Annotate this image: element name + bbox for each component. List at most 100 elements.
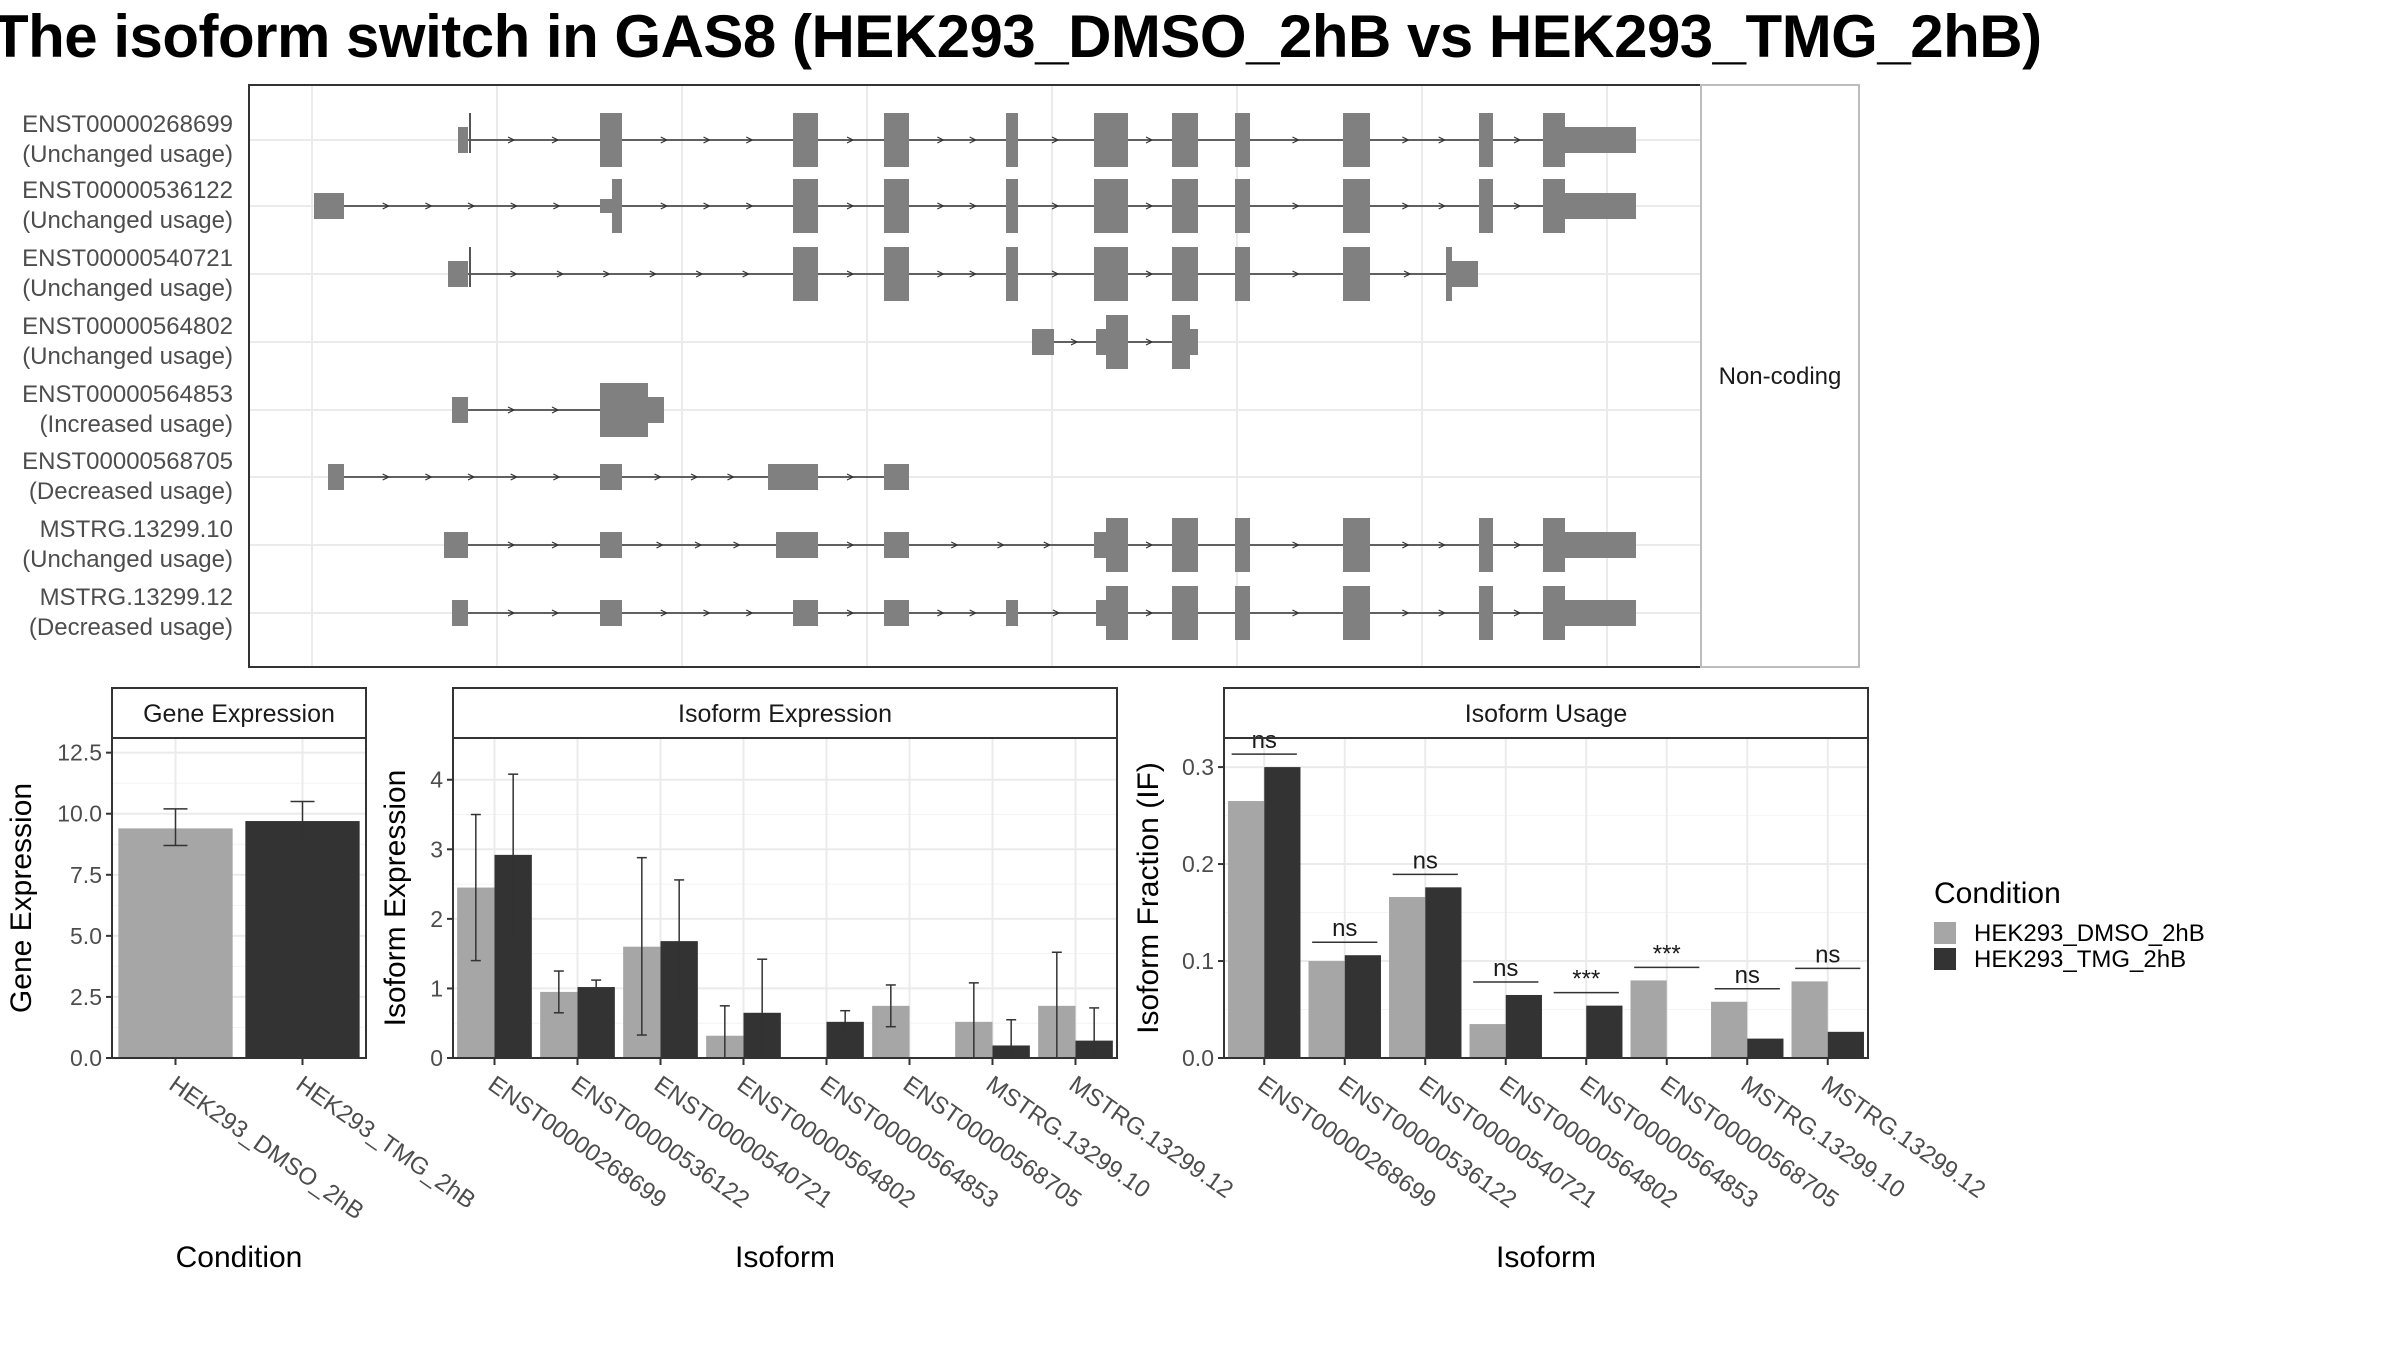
x-axis-title: Isoform [735, 1241, 835, 1274]
exon-block [1479, 518, 1493, 572]
y-tick-label: 0.0 [1182, 1045, 1214, 1071]
intron-arrow [937, 202, 945, 210]
exon-block [1006, 600, 1018, 626]
exon-block [1235, 113, 1250, 167]
intron-arrow [703, 136, 711, 144]
intron-arrow [507, 609, 516, 617]
panel-border [1223, 737, 1869, 1059]
exon-block [793, 247, 818, 301]
panel-strip-title: Isoform Expression [678, 700, 892, 728]
x-axis-title: Condition [176, 1241, 303, 1274]
exon-block [1094, 179, 1128, 233]
transcript-id-label: ENST00000568705 [22, 448, 233, 475]
transcript-usage-label: (Decreased usage) [29, 614, 233, 641]
bar [1505, 994, 1542, 1058]
significance-label: ns [1735, 962, 1760, 989]
intron-arrow [1438, 609, 1447, 617]
intron-arrow [382, 473, 391, 481]
exon-block [1565, 532, 1636, 558]
exon-block [884, 464, 909, 490]
intron-arrow [656, 541, 664, 549]
intron-arrow [937, 609, 945, 617]
intron-arrow [1292, 541, 1300, 549]
legend-label: HEK293_DMSO_2hB [1974, 920, 2205, 947]
panel-border [111, 737, 367, 1059]
intron-arrow [510, 270, 518, 278]
intron-arrow [1403, 270, 1412, 278]
bar [1586, 1005, 1623, 1058]
intron-arrow [846, 136, 855, 144]
exon-block [793, 600, 818, 626]
exon-block [1479, 586, 1493, 640]
exon-block [1343, 586, 1370, 640]
intron-arrow [382, 202, 391, 210]
exon-block [600, 199, 612, 213]
panel-strip [1223, 687, 1869, 739]
intron-arrow [553, 473, 561, 481]
bar [1791, 981, 1828, 1058]
bar [1264, 767, 1301, 1058]
bar [245, 821, 360, 1058]
bar [1344, 955, 1381, 1058]
intron-arrow [1043, 541, 1052, 549]
exon-block [884, 600, 909, 626]
exon-block [1172, 179, 1198, 233]
intron-arrow [846, 541, 855, 549]
y-tick-label: 0 [430, 1045, 443, 1071]
transcript-usage-label: (Increased usage) [40, 411, 233, 438]
exon-block [1106, 315, 1128, 369]
significance-label: *** [1572, 966, 1600, 993]
significance-label: *** [1653, 940, 1681, 967]
intron-arrow [551, 136, 560, 144]
transcript-usage-label: (Unchanged usage) [22, 275, 233, 302]
bar [1711, 1001, 1748, 1058]
intron-arrow [425, 473, 433, 481]
exon-block [600, 383, 648, 437]
intron-arrow [727, 473, 735, 481]
exon-block [1479, 113, 1493, 167]
panel-strip [452, 687, 1118, 739]
exon-block [1190, 329, 1198, 355]
transcript-usage-label: (Unchanged usage) [22, 141, 233, 168]
exon-block [1343, 247, 1370, 301]
exon-block [1172, 315, 1190, 369]
transcript-id-label: MSTRG.13299.10 [40, 516, 233, 543]
bar [1425, 887, 1462, 1058]
panel-border [452, 737, 1118, 1059]
exon-block [1094, 113, 1128, 167]
transcript-id-label: MSTRG.13299.12 [40, 584, 233, 611]
bar [1228, 801, 1265, 1058]
transcript-usage-label: (Decreased usage) [29, 478, 233, 505]
facet-strip [1700, 84, 1860, 668]
significance-label: ns [1493, 955, 1518, 982]
intron-arrow [510, 202, 519, 210]
isoform-usage-panel: Isoform Usage 0.0 0.1 0.2 0.3 ns ns ns ns *** *** n… [1132, 687, 1990, 1274]
exon-block [600, 113, 622, 167]
intron-arrow [551, 541, 560, 549]
intron-arrow [969, 270, 978, 278]
intron-arrow [1051, 270, 1060, 278]
intron-arrow [649, 270, 658, 278]
exon-block [1094, 532, 1106, 558]
exon-block [600, 464, 622, 490]
intron-arrow [703, 202, 711, 210]
exon-block [1235, 586, 1250, 640]
exon-block [884, 247, 909, 301]
exon-block [1235, 179, 1250, 233]
exon-block [458, 127, 468, 153]
exon-block [448, 261, 468, 287]
bar [1747, 1038, 1784, 1058]
intron-arrow [969, 609, 978, 617]
exon-block [1094, 247, 1128, 301]
exon-block [1096, 329, 1106, 355]
y-axis-title: Gene Expression [5, 783, 38, 1013]
exon-block [1543, 113, 1565, 167]
exon-block [1006, 113, 1018, 167]
exon-block [793, 179, 818, 233]
significance-label: ns [1252, 727, 1277, 754]
exon-block [884, 179, 909, 233]
intron-arrow [690, 473, 699, 481]
exon-block [793, 113, 818, 167]
legend-swatch [1934, 922, 1956, 944]
transcript-structure-panel: ENST00000268699 (Unchanged usage) ENST0000… [22, 84, 1860, 668]
